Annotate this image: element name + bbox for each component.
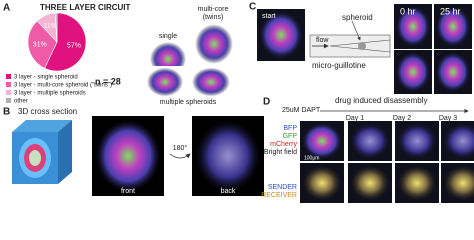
channel-label: mCherry	[270, 141, 297, 148]
legend-swatch	[6, 90, 11, 95]
legend-label: other	[14, 99, 28, 105]
legend-label: 3 layer - single spheroid	[14, 75, 78, 81]
slice-label: 57%	[67, 43, 81, 50]
slice-label: 11%	[43, 23, 57, 30]
legend-label: 3 layer - multiple spheroids	[14, 91, 86, 97]
legend-swatch	[6, 74, 11, 79]
legend-swatch	[6, 98, 11, 103]
sample-size: n = 28	[95, 76, 121, 86]
day-label: Day 3	[439, 115, 457, 122]
rotation-label: 180°	[173, 144, 188, 152]
panel-label: D	[263, 97, 270, 108]
panel-title: 3D cross section	[18, 107, 77, 116]
panel-label: B	[3, 107, 10, 118]
image-label: multi-core	[198, 6, 229, 13]
pie-slice	[44, 12, 87, 72]
pie-slice	[54, 12, 58, 43]
spheroid	[192, 67, 230, 97]
guillotine-diagram	[309, 20, 391, 58]
scale-label: 100μm	[304, 155, 319, 161]
spheroid	[443, 165, 474, 201]
spheroid-label: spheroid	[342, 13, 373, 22]
chart-title: THREE LAYER CIRCUIT	[40, 3, 130, 12]
image-label: front	[121, 188, 135, 195]
panel-title: drug induced disassembly	[335, 96, 428, 105]
image-label: start	[262, 13, 276, 20]
spheroid	[147, 67, 183, 97]
legend-label: 3 layer - multi-core spheroid ("twins")	[14, 83, 112, 89]
spheroid	[350, 123, 390, 159]
time-label: 0 hr	[400, 6, 416, 16]
spheroid	[302, 165, 342, 201]
spheroid	[435, 52, 471, 92]
panel-label: A	[3, 3, 10, 14]
panel-label: C	[249, 2, 256, 13]
spheroid	[397, 123, 437, 159]
micrographs	[92, 4, 474, 203]
sender-label: SENDER	[268, 184, 297, 191]
channel-label: BFP	[283, 125, 297, 132]
flow-label: flow	[316, 37, 329, 44]
spheroid	[395, 52, 431, 92]
spheroid	[443, 123, 474, 159]
legend-swatch	[6, 82, 11, 87]
image-label: single	[159, 33, 177, 40]
receiver-label: RECEIVER	[261, 192, 297, 199]
slice-label: 31%	[33, 42, 47, 49]
day-label: Day 1	[346, 115, 364, 122]
spheroid	[395, 6, 431, 47]
spheroid	[435, 6, 471, 47]
spheroid	[95, 120, 161, 192]
time-label: 25 hr	[440, 6, 461, 16]
channel-label: Bright field	[264, 149, 297, 156]
spheroid	[259, 11, 303, 59]
drug-label: 25uM DAPT	[282, 107, 321, 114]
device-label: micro-guillotine	[312, 61, 366, 70]
spheroid	[397, 165, 437, 201]
image-label: back	[221, 188, 236, 195]
spheroid	[195, 24, 233, 64]
channel-label: GFP	[283, 133, 298, 140]
spheroid	[195, 120, 261, 192]
image-label: multiple spheroids	[160, 99, 217, 106]
figure: A THREE LAYER CIRCUIT 57% 3 layer - singl…	[3, 2, 474, 203]
cube-diagram	[12, 120, 72, 184]
spheroid	[302, 123, 342, 159]
spheroid	[350, 165, 390, 201]
day-label: Day 2	[393, 115, 411, 122]
image-label: (twins)	[203, 14, 224, 21]
pie: 57% 3 layer - single spheroid 31% 3 layer -…	[6, 12, 112, 105]
pie-slice	[27, 20, 58, 69]
rotation-arrow	[169, 153, 191, 159]
